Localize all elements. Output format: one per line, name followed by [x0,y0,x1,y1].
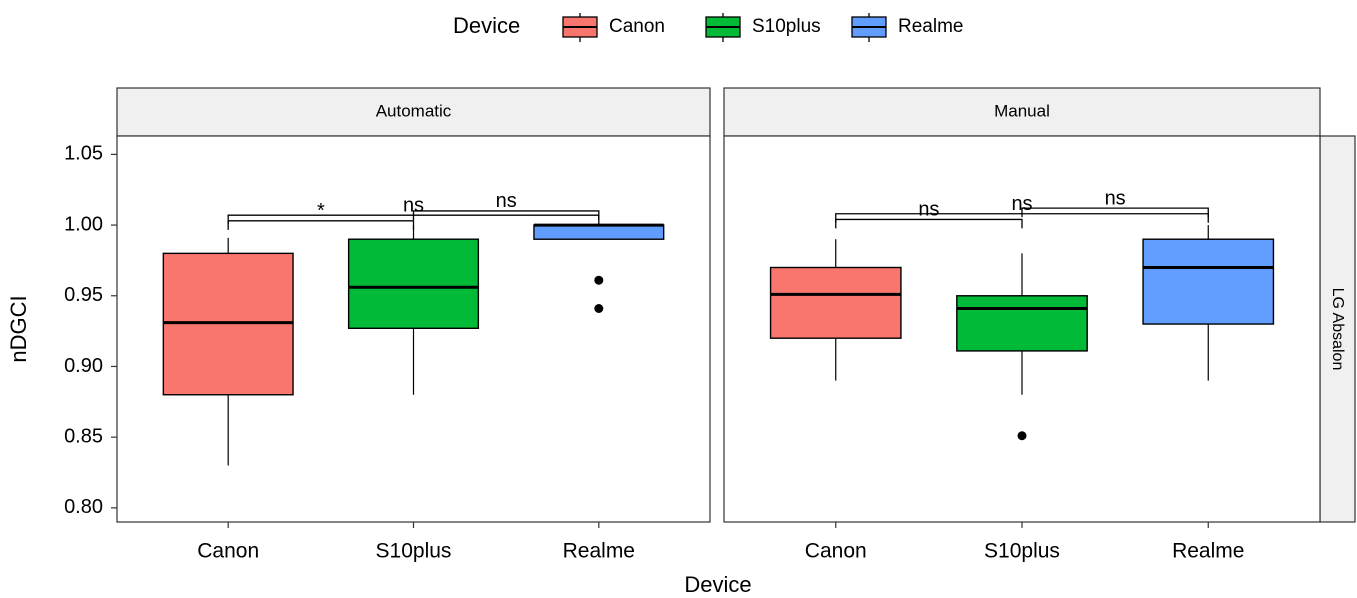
significance-label: ns [1105,187,1126,209]
box [956,295,1088,352]
significance-bracket [1021,207,1209,218]
significance-bracket [835,218,1023,229]
box [533,224,665,240]
legend-label: Realme [898,16,963,37]
significance-bracket [412,210,600,220]
legend-label: Canon [609,16,665,37]
panel-strip-label: Automatic [376,101,452,120]
x-tick-label: Canon [805,540,867,563]
outlier [594,303,604,313]
outlier [1017,431,1027,441]
y-tick-label: 1.00 [64,213,103,235]
row-strip [1319,135,1356,523]
panel-strip-label: Manual [994,101,1050,120]
significance-bracket [227,220,415,230]
x-tick-label: S10plus [984,540,1060,563]
panel-strip [723,87,1321,137]
significance-label: ns [496,190,517,212]
y-tick-label: 0.90 [64,355,103,377]
box [769,266,902,339]
y-tick-label: 1.05 [64,143,103,165]
legend-label: S10plus [752,16,821,37]
row-strip-label: LG Absalon [1329,288,1346,371]
outlier [594,275,604,285]
y-tick-label: 0.85 [64,425,103,447]
y-axis-title: nDGCI [6,295,31,362]
y-tick-label: 0.80 [64,496,103,518]
x-tick-label: S10plus [376,540,452,563]
x-tick-label: Realme [1172,540,1244,563]
significance-label: ns [1011,193,1032,215]
x-tick-label: Canon [197,540,259,563]
box [347,238,480,329]
significance-label: * [317,200,325,222]
y-tick-label: 0.95 [64,284,103,306]
legend-title: Device [453,13,520,38]
significance-label: ns [918,199,939,221]
box [1142,238,1275,325]
x-tick-label: Realme [563,540,635,563]
x-axis-title: Device [684,572,751,597]
panel-strip [116,87,711,137]
